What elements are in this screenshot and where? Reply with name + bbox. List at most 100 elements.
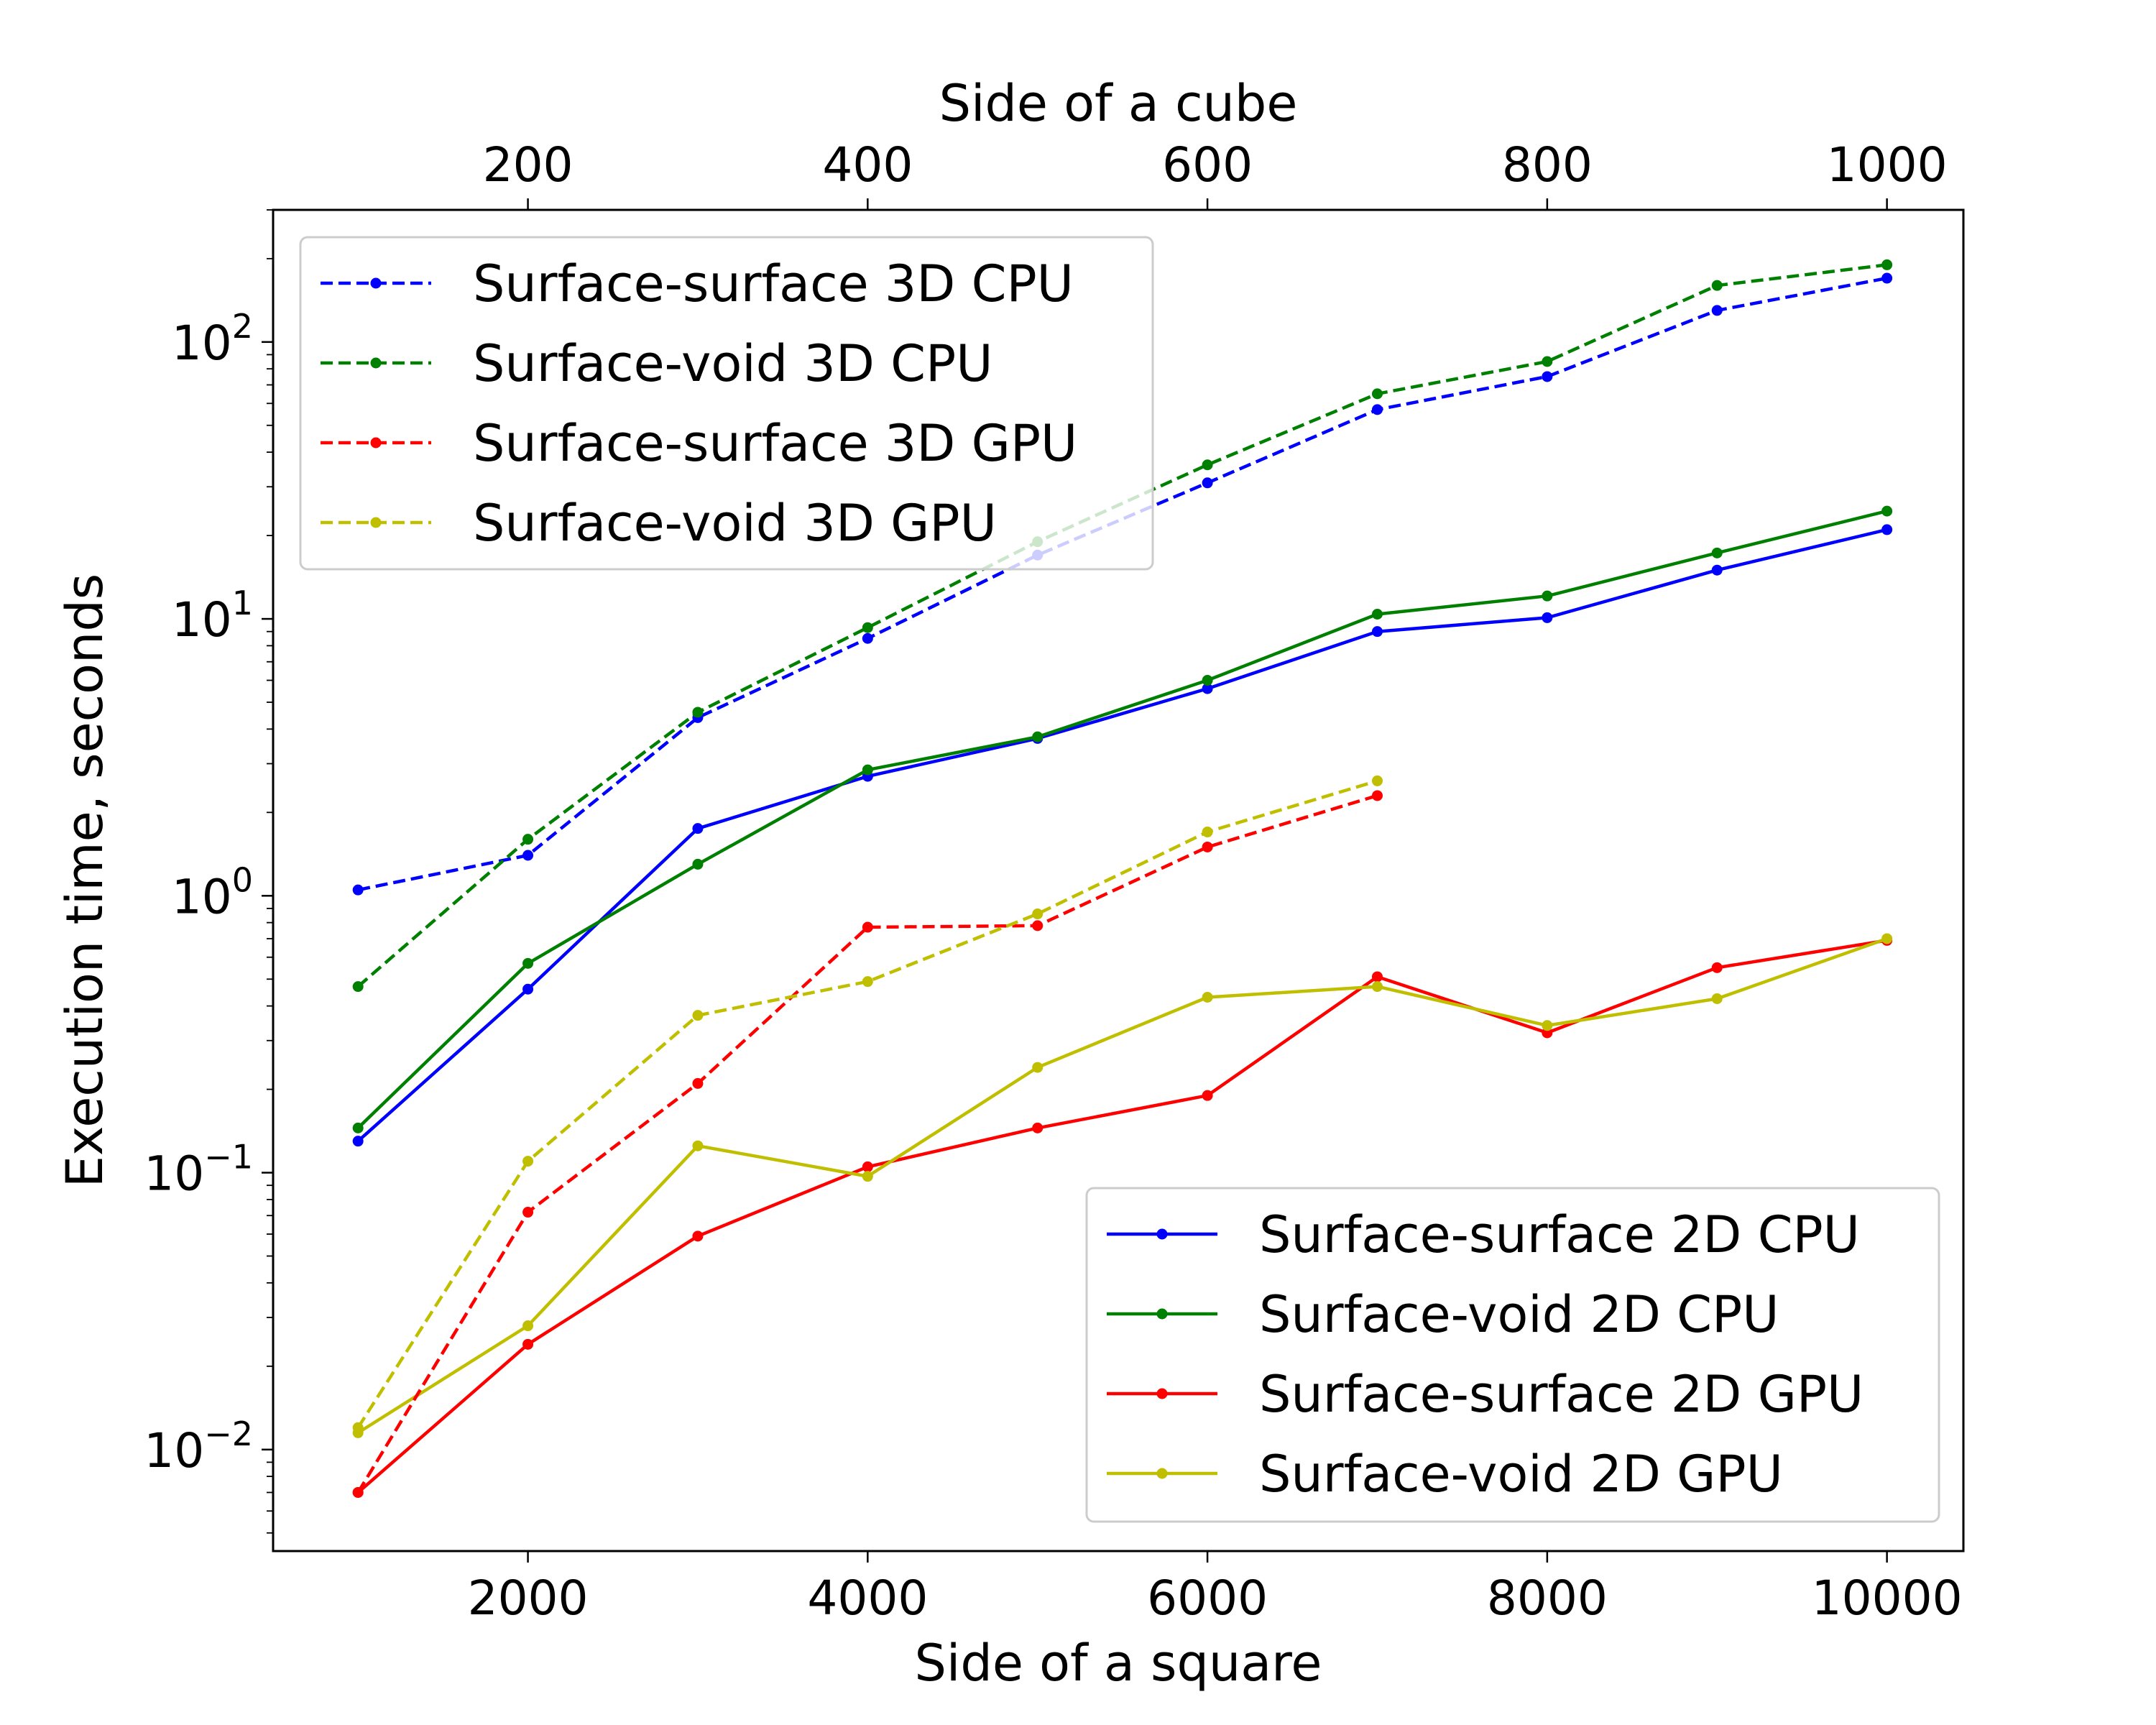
legend-3d-entry-label: Surface-void 3D GPU	[473, 494, 997, 553]
legend-3d-entry-swatch-marker	[370, 357, 382, 369]
series-2d-data-point	[522, 983, 534, 995]
series-2d-data-point	[1202, 683, 1213, 694]
legend-3d-entry-frame	[299, 236, 1154, 571]
legend-2d-entry-swatch-marker	[1156, 1388, 1168, 1399]
y-tick-label: 10−1	[144, 1138, 253, 1202]
series-2d-data-point	[1371, 971, 1383, 983]
x-tick-label: 6000	[1147, 1570, 1268, 1626]
y-tick-label: 101	[172, 584, 253, 648]
series-3d-data-point	[522, 834, 534, 845]
series-2d-series-line	[356, 939, 1887, 1494]
series-2d-data-point	[692, 1140, 704, 1151]
legend-2d-entry-label: Surface-surface 2D GPU	[1259, 1365, 1864, 1424]
series-2d-data-point	[1032, 731, 1044, 742]
series-3d-data-point	[352, 1486, 364, 1498]
series-3d-data-point	[1371, 790, 1383, 801]
series-3d-data-point	[1881, 272, 1893, 284]
series-2d-data-point	[1711, 547, 1723, 558]
top-axis-ticks: 200 400 600 800 1000	[483, 137, 1948, 210]
series-3d-data-point	[1881, 259, 1893, 270]
series-3d-data-point	[692, 1010, 704, 1021]
series-3d-data-point	[862, 976, 873, 988]
series-2d-series-3	[352, 933, 1893, 1438]
series-2d-data-point	[522, 1338, 534, 1350]
legend-2d-entry-label: Surface-surface 2D CPU	[1259, 1205, 1860, 1264]
top-tick-label: 400	[822, 137, 913, 193]
series-3d-data-point	[1032, 920, 1044, 932]
series-2d-data-point	[1711, 993, 1723, 1004]
series-3d-data-point	[862, 632, 873, 644]
series-3d-data-point	[1202, 827, 1213, 838]
series-2d-data-point	[1202, 675, 1213, 686]
legend-3d-entry-swatch-marker	[370, 277, 382, 289]
series-3d-data-point	[522, 1156, 534, 1167]
series-2d-data-point	[522, 1320, 534, 1332]
series-2d-data-point	[1202, 992, 1213, 1003]
top-tick-label: 800	[1502, 137, 1593, 193]
legend-2d-entry-swatch-marker	[1156, 1308, 1168, 1320]
series-3d-data-point	[522, 850, 534, 861]
legend-2d-entry-swatch-marker	[1156, 1228, 1168, 1240]
series-3d-data-point	[862, 622, 873, 633]
legend-3d: Surface-surface 3D CPU Surface-void 3D CP…	[299, 236, 1154, 571]
series-3d-data-point	[352, 1422, 364, 1433]
y-tick-label: 100	[172, 860, 253, 924]
series-3d-data-point	[1371, 404, 1383, 415]
series-2d-data-point	[1881, 933, 1893, 944]
series-2d-data-point	[1371, 981, 1383, 993]
series-2d-series-line	[356, 509, 1888, 1130]
y-axis-ticks: 10−2 10−1 100 101 102	[144, 209, 273, 1534]
series-3d-data-point	[1711, 280, 1723, 291]
top-tick-label: 1000	[1827, 137, 1948, 193]
series-2d-data-point	[352, 1136, 364, 1147]
series-2d-data-point	[522, 957, 534, 969]
x-tick-label: 10000	[1812, 1570, 1963, 1626]
series-2d-data-point	[1371, 626, 1383, 638]
series-2d-data-point	[1542, 1020, 1553, 1031]
plot-frame	[272, 208, 1965, 1552]
legend-2d: Surface-surface 2D CPU Surface-void 2D CP…	[1085, 1187, 1940, 1523]
y-tick-label: 102	[172, 307, 253, 371]
series-2d-data-point	[1202, 1090, 1213, 1101]
x-axis-ticks: 2000 4000 6000 8000 10000	[468, 1551, 1963, 1626]
legend-2d-entry-label: Surface-void 2D GPU	[1259, 1445, 1783, 1504]
series-2d-data-point	[1881, 505, 1893, 517]
series-3d-data-point	[1202, 841, 1213, 852]
series-3d-data-point	[1371, 388, 1383, 400]
series-3d-data-point	[1371, 775, 1383, 786]
series-2d-series-line	[357, 937, 1888, 1435]
top-tick-label: 600	[1162, 137, 1253, 193]
series-3d-data-point	[862, 921, 873, 933]
series-2d-data-point	[1032, 1122, 1044, 1133]
legend-3d-entry-swatch-marker	[370, 437, 382, 448]
x-axis-label: Side of a square	[915, 1634, 1322, 1693]
series-2d-data-point	[692, 823, 704, 834]
legend-3d-entry-swatch-marker	[370, 517, 382, 528]
series-2d-data-point	[1711, 564, 1723, 576]
legend-3d-entry-label: Surface-void 3D CPU	[473, 334, 992, 393]
series-3d-data-point	[1542, 356, 1553, 367]
series-3d-data-point	[692, 1077, 704, 1089]
series-3d-data-point	[692, 707, 704, 718]
series-2d-data-point	[1032, 1062, 1044, 1073]
series-3d-data-point	[352, 884, 364, 896]
series-2d-data-point	[1711, 962, 1723, 973]
series-2d-series-1	[352, 505, 1893, 1133]
legend-2d-entry-label: Surface-void 2D CPU	[1259, 1285, 1779, 1344]
series-3d-series-2	[352, 790, 1383, 1498]
x-tick-label: 2000	[468, 1570, 589, 1626]
series-2d-data-point	[692, 1230, 704, 1242]
x-tick-label: 8000	[1487, 1570, 1608, 1626]
legend-3d-entry-label: Surface-surface 3D GPU	[473, 414, 1077, 473]
series-3d-data-point	[1711, 305, 1723, 316]
series-3d-series-line	[357, 276, 1888, 892]
series-3d-data-point	[522, 1207, 534, 1218]
top-axis-label: Side of a cube	[939, 74, 1298, 133]
series-2d-data-point	[1881, 524, 1893, 535]
series-2d-data-point	[692, 858, 704, 870]
series-2d-data-point	[862, 1171, 873, 1182]
series-2d-series-0	[352, 524, 1893, 1147]
series-3d-data-point	[352, 981, 364, 993]
series-3d-series-3	[352, 775, 1383, 1433]
